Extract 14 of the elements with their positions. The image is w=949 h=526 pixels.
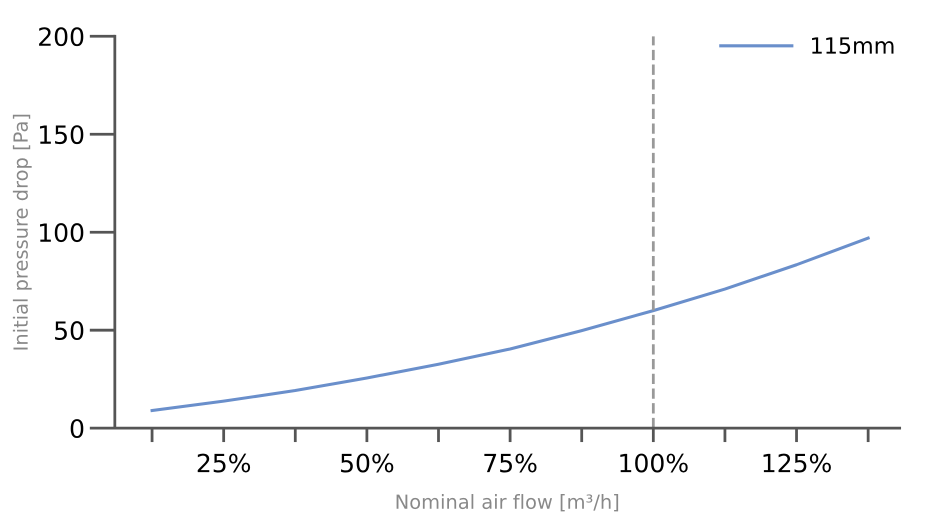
x-axis-title: Nominal air flow [m³/h]	[396, 494, 618, 512]
x-tick-label: 100%	[620, 454, 688, 473]
y-tick-label: 100	[40, 223, 84, 242]
x-tick-label: 125%	[764, 454, 831, 473]
legend-label: 115mm	[812, 37, 894, 54]
x-tick-label: 75%	[484, 454, 537, 473]
x-tick-label: 50%	[341, 454, 394, 473]
y-axis-title: Initial pressure drop [Pa]	[12, 114, 32, 350]
y-tick-label: 150	[40, 125, 84, 144]
line-series	[150, 236, 870, 412]
y-tick-label: 200	[39, 27, 84, 46]
y-tick-label: 0	[70, 419, 84, 438]
x-tick-label: 25%	[198, 454, 250, 473]
y-tick-label: 50	[55, 321, 84, 340]
